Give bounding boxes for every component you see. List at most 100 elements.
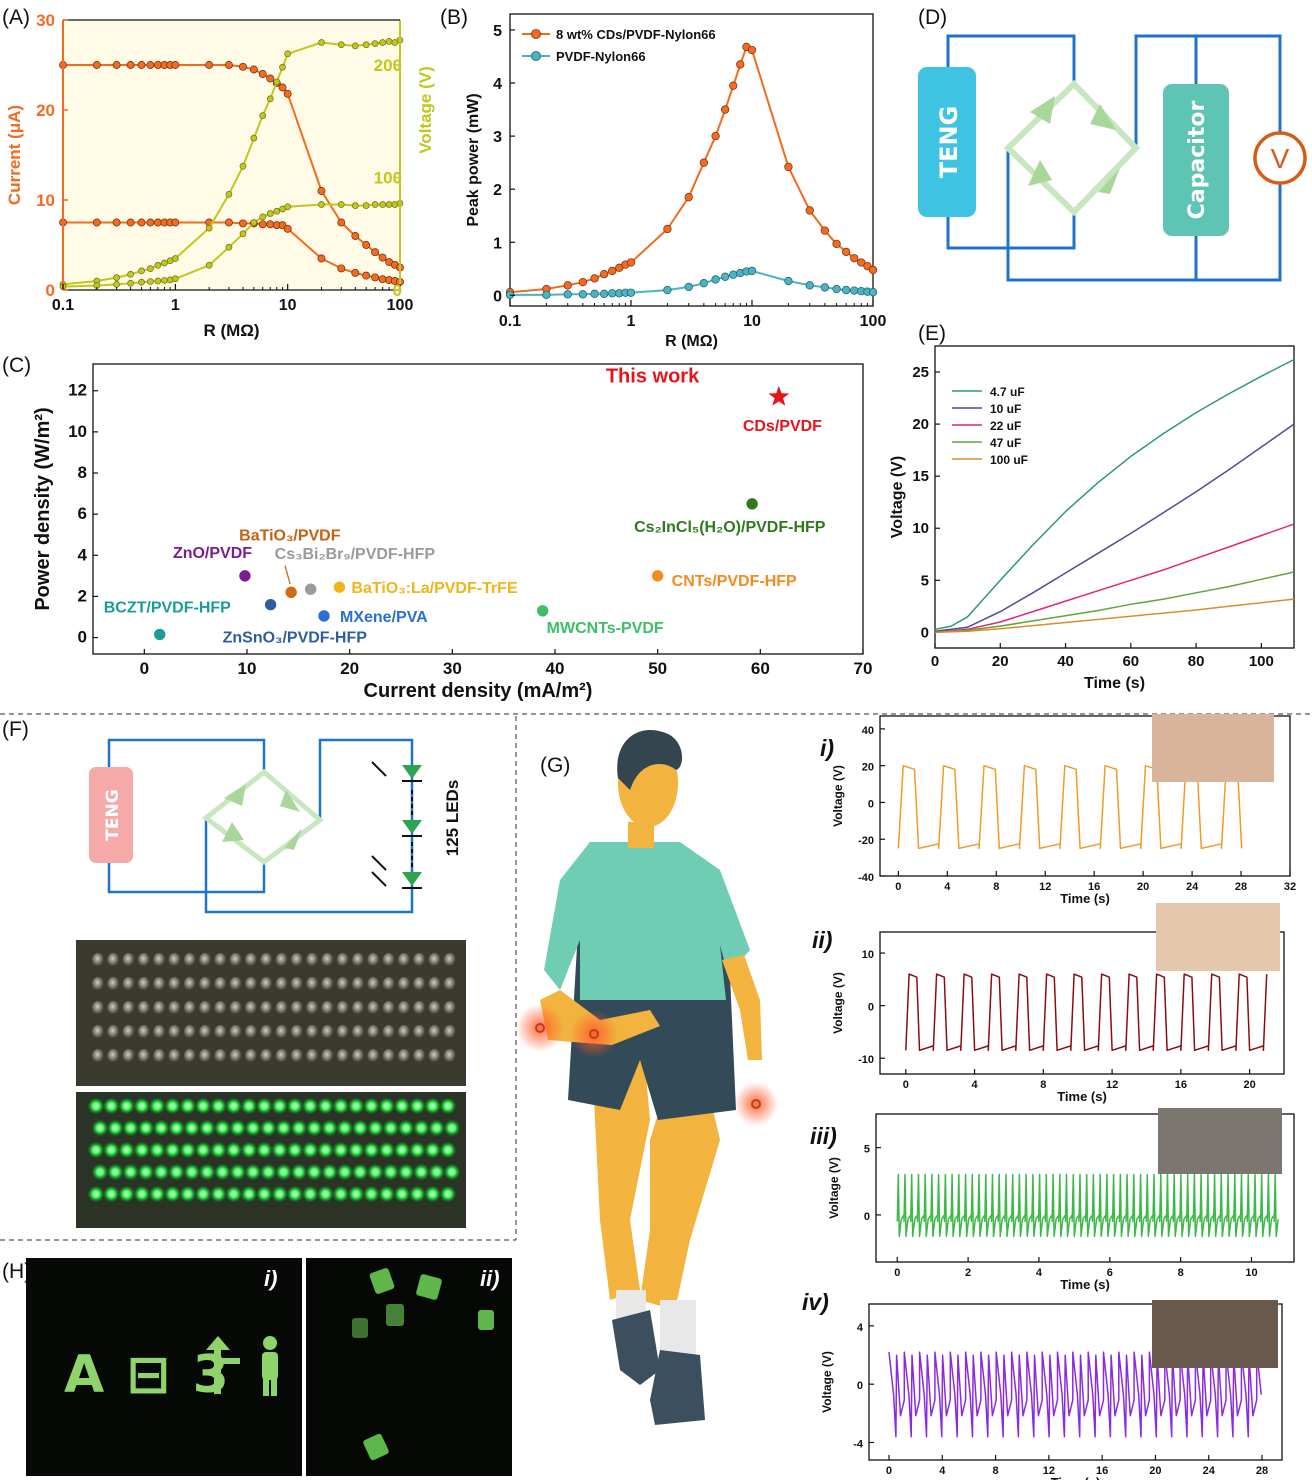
led-off-2-1 [107,1001,120,1015]
led-on-2-22 [424,1142,441,1158]
led-on-1-19 [382,1120,399,1136]
x-tick-label-c-6: 60 [751,659,770,678]
data-point-a-0-4 [137,61,146,69]
led-on-1-20 [398,1120,414,1136]
led-on-3-19 [382,1164,399,1180]
series-line-a-1 [63,221,401,283]
wire-d-3 [1006,34,1282,282]
led-on-2-23 [439,1142,456,1158]
voltmeter-icon [1253,131,1307,185]
x-tick-label-a-1: 1 [171,297,180,314]
chart-e: 0 20 40 60 80 100 0 5 10 15 20 25 4.7 uF 10 uF 22 uF 47… [889,345,1295,692]
led-off-3-18 [367,1025,380,1039]
led-on-2-12 [271,1142,288,1158]
y-axis-title-a: Current (μA) [5,105,24,205]
data-point-b-1-2 [563,290,572,299]
data-point-b-1-9 [626,288,636,297]
x-tick-label-chartGiv-3: 12 [1043,1465,1055,1477]
data-point-a-2-23 [371,40,379,47]
subpanel-label-chartGi: i) [820,735,834,761]
led-off-0-18 [367,953,380,967]
led-on-4-10 [241,1186,257,1202]
x-tick-label-c-0: 0 [140,659,149,678]
glow-photo-ii: ii) [306,1258,512,1476]
led-on-4-8 [210,1186,227,1202]
data-point-b-1-11 [684,282,693,292]
y-tick-label-e-0: 0 [921,624,929,641]
y-tick-label-chartGi-1: -20 [858,835,874,847]
led-on-2-10 [241,1142,257,1158]
led-off-1-20 [398,977,410,991]
led-on-1-7 [199,1120,216,1136]
y-tick-label-chartGi-0: -40 [858,872,874,884]
x-tick-label-e-0: 0 [931,653,939,670]
led-on-0-17 [348,1098,365,1114]
y-tick-label-chartGiii-1: 5 [864,1144,870,1156]
led-on-0-20 [394,1098,410,1114]
y-tick-label-a-0: 0 [46,281,55,300]
x-axis-title-chartGiv: Time (s) [1051,1475,1101,1480]
runner-right-arm [722,955,762,1060]
chart-b: 0.1 1 10 100 0 1 2 3 4 5 R (MΩ) Peak power (mW) [465,13,886,350]
data-point-a-3-6 [154,277,162,285]
data-point-b-1-21 [820,283,829,292]
led-off-4-3 [137,1049,150,1063]
panel-label-c: (C) [2,354,31,377]
series-line-a-2 [62,39,401,286]
led-on-0-19 [378,1098,395,1114]
plot-frame-chartGiii [875,1113,1295,1263]
x-tick-label-e-3: 60 [1122,653,1139,670]
led-off-1-6 [183,977,196,991]
data-point-a-0-15 [266,74,275,83]
led-off-2-11 [260,1001,273,1015]
led-off-1-17 [352,977,365,991]
led-off-1-2 [122,977,135,991]
data-point-a-0-20 [337,218,346,227]
led-off-1-8 [214,977,227,991]
data-point-a-2-20 [337,41,345,49]
led-off-0-9 [229,953,242,967]
led-off-2-21 [413,1001,426,1015]
photo-h-i-label: i) [264,1266,277,1291]
y-tick-label-c-6: 12 [68,381,87,400]
led-off-4-7 [199,1049,212,1063]
led-on-0-4 [149,1098,166,1114]
led-on-0-12 [271,1098,288,1114]
led-on-1-1 [107,1120,124,1136]
led-on-4-19 [378,1186,395,1202]
x-tick-label-a-2: 10 [279,297,297,314]
data-point-a-1-1 [92,218,101,227]
led-off-3-10 [245,1025,257,1039]
y2-tick-label-a-1: 100 [374,169,402,188]
data-point-a-0-17 [278,83,287,92]
scatter-label-c-0: BCZT/PVDF-HFP [104,599,231,616]
panel-label-d: (D) [918,6,947,29]
data-point-a-3-2 [113,281,120,288]
led-on-2-8 [210,1142,227,1158]
y-tick-label-a-3: 30 [36,11,55,30]
led-on-1-14 [306,1120,323,1136]
chart-g-ii: 0 4 8 12 16 20 -10 0 10 Time (s) Voltage (V) ii) [812,927,1285,1104]
y-axis-title-b: Peak power (mW) [465,93,482,226]
legend-label-e-4: 100 uF [990,453,1028,467]
led-off-1-18 [367,977,380,991]
led-on-4-22 [424,1186,441,1202]
led-on-0-0 [88,1098,104,1114]
capacitor-label-d: Capacitor [1185,101,1210,220]
scatter-point-c-8 [651,569,664,583]
led-on-1-5 [168,1120,185,1136]
runner-sock-right [660,1300,696,1360]
photo-inset-wrist [1156,903,1280,971]
y-tick-label-chartGii-2: 10 [862,949,874,961]
led-off-4-2 [122,1049,135,1063]
led-on-3-6 [183,1164,200,1180]
led-off-3-23 [443,1025,456,1039]
led-on-2-16 [332,1142,349,1158]
led-on-3-22 [428,1164,445,1180]
led-on-1-15 [321,1120,338,1136]
led-off-1-1 [107,977,120,991]
series-line-b-0 [509,45,874,294]
runner-shoe-right [650,1350,705,1425]
data-point-a-1-6 [153,218,162,227]
x-tick-label-chartGii-2: 8 [1040,1079,1046,1091]
